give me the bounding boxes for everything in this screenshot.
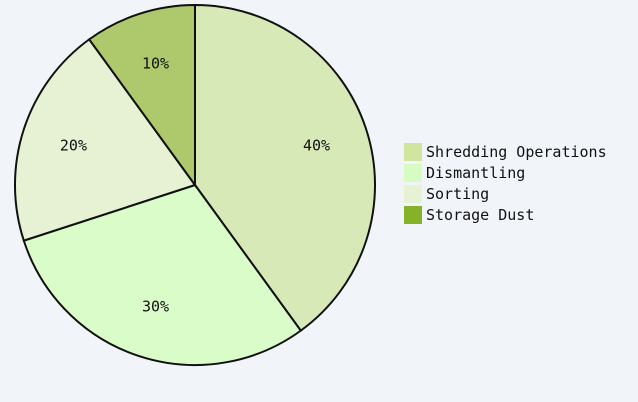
pie-slice-sorting	[14, 37, 197, 242]
slice-label-sorting: 20%	[60, 137, 87, 155]
legend-label-storage-dust: Storage Dust	[426, 206, 534, 224]
legend-swatch-sorting	[404, 185, 422, 203]
legend-label-sorting: Sorting	[426, 185, 489, 203]
slice-label-storage-dust: 10%	[142, 54, 169, 72]
pie-slice-dismantling	[22, 183, 303, 366]
pie-slice-labels: 40% 30% 20% 10%	[60, 54, 330, 315]
slice-label-shredding-operations: 40%	[303, 137, 330, 155]
pie-slice-storage-dust	[87, 3, 196, 189]
legend-swatch-shredding-operations	[404, 143, 422, 161]
legend-label-shredding-operations: Shredding Operations	[426, 143, 607, 161]
legend-swatch-dismantling	[404, 164, 422, 182]
pie-slices	[14, 3, 376, 366]
legend: Shredding Operations Dismantling Sorting St…	[404, 143, 607, 224]
legend-swatch-storage-dust	[404, 206, 422, 224]
legend-label-dismantling: Dismantling	[426, 164, 525, 182]
pie-slice-shredding-operations	[194, 3, 376, 333]
slice-label-dismantling: 30%	[142, 298, 169, 316]
